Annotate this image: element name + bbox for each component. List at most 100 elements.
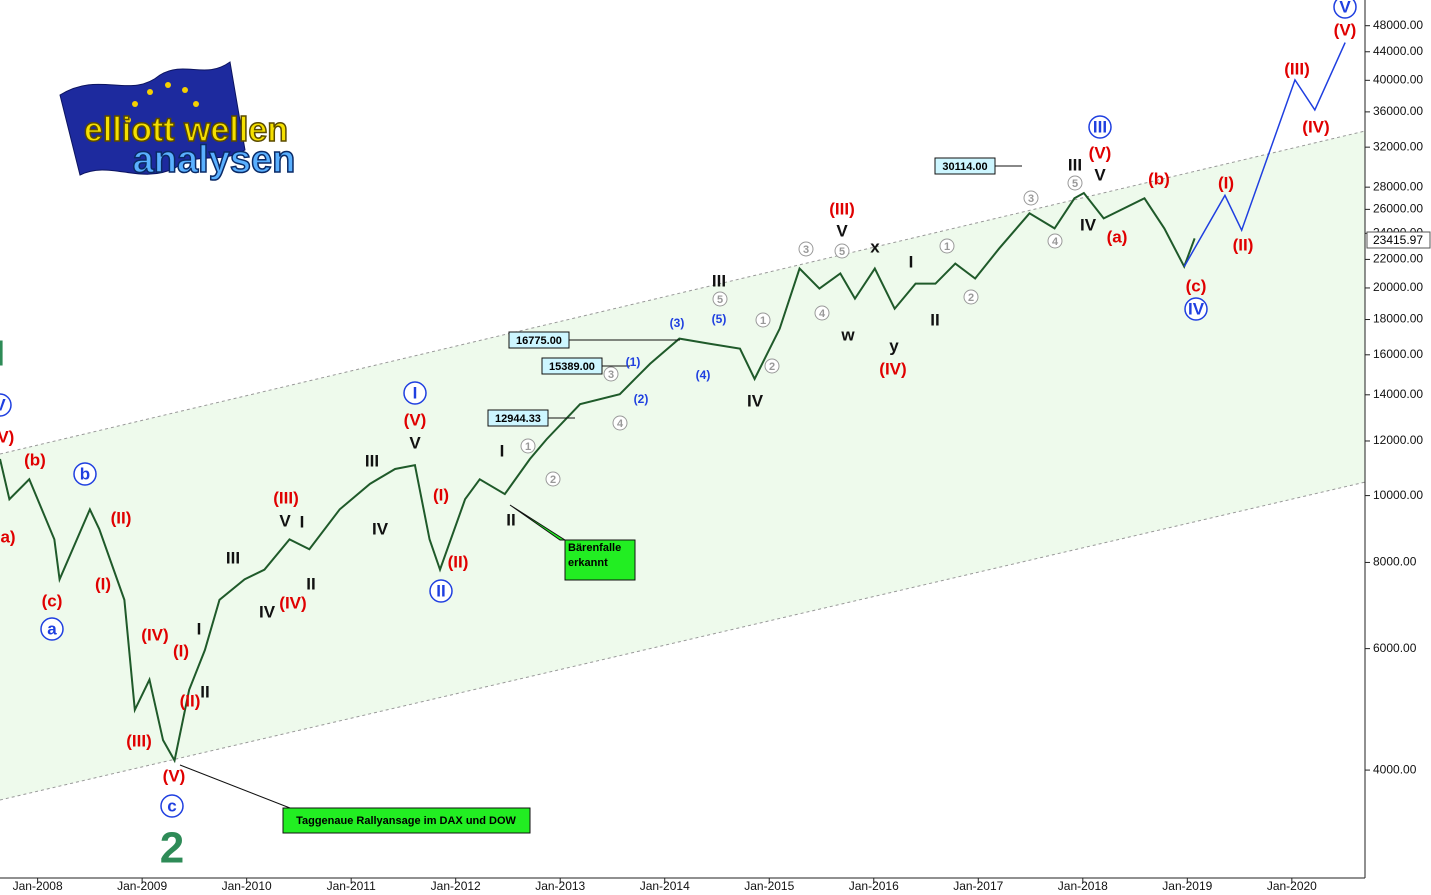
wave-label: 5 — [839, 246, 845, 258]
logo: elliott wellen analysen — [59, 61, 296, 182]
wave-label: V — [409, 433, 421, 452]
logo-stars — [125, 82, 199, 123]
wave-circle — [963, 289, 979, 305]
wave-label: (V) — [1089, 143, 1112, 162]
y-tick-label: 40000.00 — [1373, 72, 1423, 86]
wave-label: I — [500, 441, 505, 460]
wave-label: IV — [259, 602, 276, 621]
wave-label: 3 — [1028, 193, 1034, 205]
wave-label: 4 — [617, 418, 624, 430]
wave-label: V — [1094, 165, 1106, 184]
current-price-box — [1366, 231, 1431, 249]
wave-label: (b) — [1148, 169, 1170, 188]
wave-label: (II) — [1233, 235, 1254, 254]
y-tick-label: 10000.00 — [1373, 488, 1423, 502]
wave-label: (II) — [111, 508, 132, 527]
x-tick-label: Jan-2014 — [640, 879, 690, 893]
wave-label: I — [909, 252, 914, 271]
x-tick-label: Jan-2017 — [953, 879, 1003, 893]
wave-label: 2 — [968, 292, 974, 304]
wave-circle — [403, 381, 427, 405]
wave-circle — [1023, 190, 1039, 206]
price-line — [1183, 42, 1346, 267]
wave-label: 1 — [760, 315, 766, 327]
y-tick-label: 28000.00 — [1373, 179, 1423, 193]
callout-text: Bärenfalle — [568, 542, 621, 554]
wave-label: (V) — [0, 427, 14, 446]
x-tick-label: Jan-2015 — [744, 879, 794, 893]
price-box-label: 16775.00 — [516, 335, 562, 347]
wave-label: 5 — [717, 294, 723, 306]
wave-label: III — [1068, 155, 1082, 174]
wave-circle — [40, 617, 64, 641]
channel-fill — [0, 131, 1365, 800]
wave-label: (3) — [670, 316, 685, 330]
wave-label: (c) — [42, 591, 63, 610]
y-tick-label: 6000.00 — [1373, 641, 1417, 655]
wave-circle — [1088, 115, 1112, 139]
wave-label: a — [47, 619, 57, 638]
wave-label: (V) — [1334, 20, 1357, 39]
wave-label: (V) — [404, 410, 427, 429]
wave-label: (III) — [1284, 59, 1310, 78]
wave-label: V — [0, 395, 6, 414]
wave-label: 3 — [803, 244, 809, 256]
wave-label: IV — [372, 519, 389, 538]
wave-label: (III) — [126, 731, 152, 750]
wave-label: 5 — [1072, 178, 1078, 190]
wave-label: (5) — [712, 312, 727, 326]
y-tick-label: 48000.00 — [1373, 18, 1423, 32]
wave-circle — [0, 393, 12, 417]
wave-circle — [429, 579, 453, 603]
wave-label: I — [0, 333, 5, 374]
y-tick-label: 12000.00 — [1373, 433, 1423, 447]
wave-label: 2 — [550, 474, 556, 486]
wave-label: IV — [1080, 215, 1097, 234]
wave-label: b — [80, 464, 90, 483]
wave-label: II — [506, 510, 515, 529]
wave-label: III — [365, 451, 379, 470]
wave-label: V — [279, 511, 291, 530]
wave-label: IV — [747, 391, 764, 410]
wave-label: I — [300, 512, 305, 531]
callout — [509, 504, 636, 581]
y-tick-label: 20000.00 — [1373, 280, 1423, 294]
callout-text: erkannt — [568, 557, 608, 569]
wave-label: III — [1093, 117, 1107, 136]
callout-text: Taggenaue Rallyansage im DAX und DOW — [296, 815, 516, 827]
wave-label: (III) — [829, 199, 855, 218]
y-tick-label: 32000.00 — [1373, 139, 1423, 153]
wave-circle — [520, 438, 536, 454]
y-tick-label: 8000.00 — [1373, 555, 1417, 569]
wave-label: V — [1339, 0, 1351, 16]
wave-label: (1) — [626, 355, 641, 369]
wave-label: (IV) — [279, 593, 306, 612]
wave-label: (IV) — [879, 359, 906, 378]
wave-label: 2 — [160, 824, 184, 873]
price-line — [0, 191, 1196, 764]
wave-label: 2 — [769, 361, 775, 373]
wave-label: (III) — [273, 488, 299, 507]
wave-label: II — [930, 310, 939, 329]
y-tick-label: 36000.00 — [1373, 104, 1423, 118]
wave-label: I — [413, 383, 418, 402]
wave-circle — [755, 312, 771, 328]
y-tick-label: 22000.00 — [1373, 252, 1423, 266]
price-box — [541, 357, 603, 375]
wave-label: (b) — [24, 450, 46, 469]
wave-label: (IV) — [141, 625, 168, 644]
wave-label: (a) — [1107, 227, 1128, 246]
y-tick-label: 44000.00 — [1373, 44, 1423, 58]
wave-label: 3 — [608, 369, 614, 381]
wave-label: (I) — [433, 485, 449, 504]
wave-label: (IV) — [1302, 117, 1329, 136]
wave-circle — [160, 794, 184, 818]
wave-circle — [712, 291, 728, 307]
wave-circle — [1333, 0, 1357, 19]
wave-label: (I) — [1218, 173, 1234, 192]
x-tick-label: Jan-2016 — [849, 879, 899, 893]
logo-text: elliott wellen — [84, 111, 288, 149]
wave-circle — [814, 305, 830, 321]
wave-label: a) — [0, 527, 15, 546]
